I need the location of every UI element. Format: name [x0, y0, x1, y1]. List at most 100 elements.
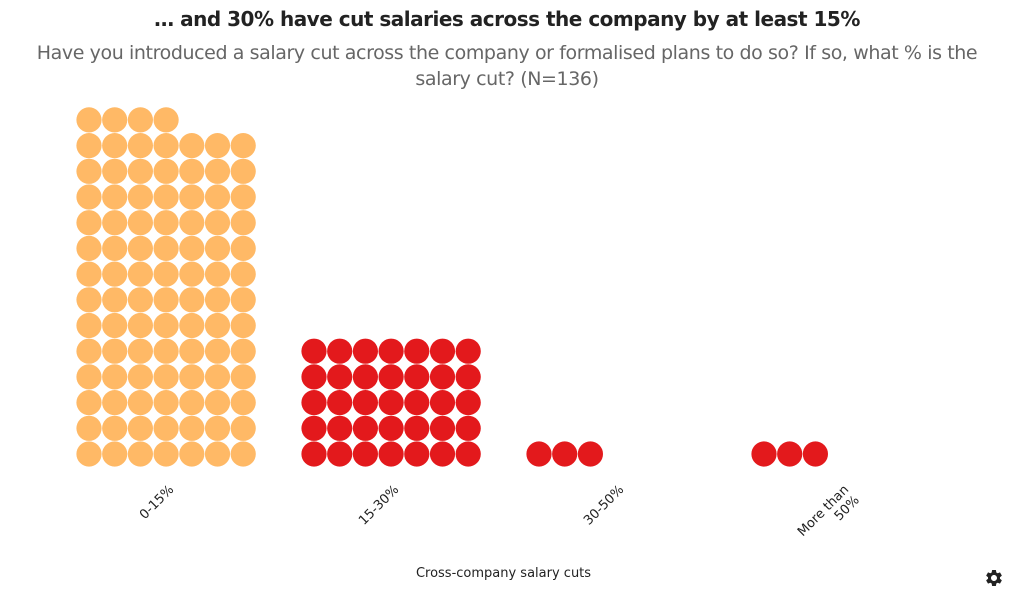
waffle-dot	[378, 415, 404, 441]
waffle-dot	[179, 133, 205, 159]
waffle-dot	[204, 210, 231, 236]
waffle-dot	[204, 261, 231, 287]
waffle-dot	[455, 415, 481, 441]
waffle-dot	[378, 390, 404, 416]
waffle-dot	[153, 107, 179, 133]
waffle-dot	[102, 235, 128, 261]
category-group	[76, 107, 256, 467]
waffle-dot	[301, 364, 327, 390]
waffle-dot	[455, 338, 481, 364]
waffle-dot	[153, 415, 179, 441]
category-group	[526, 441, 604, 467]
waffle-dot	[378, 364, 404, 390]
waffle-dot	[127, 312, 153, 339]
waffle-dot	[179, 338, 205, 364]
waffle-dot	[76, 107, 102, 133]
waffle-dot	[153, 158, 179, 184]
waffle-dot	[102, 184, 128, 210]
waffle-dot	[204, 287, 231, 313]
waffle-dot	[76, 287, 102, 313]
waffle-dot	[102, 312, 128, 339]
waffle-dot	[127, 441, 153, 467]
gear-icon[interactable]	[984, 568, 1004, 588]
waffle-dot	[102, 210, 128, 236]
category-group	[751, 441, 829, 467]
category-group	[301, 338, 481, 467]
waffle-dot	[404, 364, 430, 390]
waffle-dot	[230, 287, 256, 313]
waffle-dot	[230, 133, 256, 159]
waffle-dot	[153, 338, 179, 364]
waffle-dot	[230, 441, 256, 467]
waffle-dot	[153, 133, 179, 159]
waffle-dot	[777, 441, 803, 467]
category-label: 0-15%	[137, 482, 177, 522]
waffle-dot	[352, 338, 378, 364]
waffle-dot	[102, 338, 128, 364]
waffle-dot	[577, 441, 604, 467]
waffle-dot	[230, 390, 256, 416]
waffle-dot	[230, 158, 256, 184]
waffle-dot	[327, 441, 353, 467]
waffle-dot	[127, 107, 153, 133]
chart-title: … and 30% have cut salaries across the c…	[154, 7, 860, 31]
waffle-dot	[455, 364, 481, 390]
waffle-dot	[204, 133, 231, 159]
waffle-dot	[179, 210, 205, 236]
waffle-dot	[301, 390, 327, 416]
waffle-dot	[153, 261, 179, 287]
x-axis-label: Cross-company salary cuts	[415, 566, 592, 581]
waffle-dot	[102, 261, 128, 287]
waffle-dot	[102, 287, 128, 313]
waffle-dot	[230, 415, 256, 441]
waffle-dot	[76, 261, 102, 287]
waffle-dot	[153, 184, 179, 210]
waffle-dot	[76, 133, 102, 159]
category-label: 15-30%	[356, 482, 402, 528]
waffle-dot	[179, 184, 205, 210]
waffle-dot	[76, 184, 102, 210]
waffle-dot	[327, 364, 353, 390]
waffle-dot	[127, 390, 153, 416]
waffle-dot	[404, 441, 430, 467]
category-label: 30-50%	[581, 482, 627, 528]
waffle-dot	[204, 338, 231, 364]
waffle-dot	[352, 415, 378, 441]
waffle-dot	[76, 312, 102, 339]
waffle-dot	[204, 364, 231, 390]
waffle-dot	[179, 287, 205, 313]
waffle-dot	[204, 184, 231, 210]
waffle-dot	[179, 415, 205, 441]
waffle-dot	[230, 312, 256, 339]
waffle-dot	[127, 415, 153, 441]
waffle-dot	[127, 184, 153, 210]
waffle-dot	[76, 441, 102, 467]
waffle-dot	[127, 364, 153, 390]
waffle-dot	[127, 158, 153, 184]
waffle-dot	[102, 415, 128, 441]
waffle-dot	[301, 338, 327, 364]
waffle-dot	[102, 364, 128, 390]
waffle-dot	[102, 158, 128, 184]
waffle-dot	[76, 338, 102, 364]
chart-subtitle: Have you introduced a salary cut across …	[36, 42, 978, 90]
waffle-dot	[455, 390, 481, 416]
waffle-dot	[455, 441, 481, 467]
waffle-dot	[153, 235, 179, 261]
waffle-dot	[230, 364, 256, 390]
waffle-dot	[153, 287, 179, 313]
waffle-dot	[204, 390, 231, 416]
waffle-dot	[526, 441, 552, 467]
waffle-dot	[204, 415, 231, 441]
waffle-dot	[429, 415, 456, 441]
waffle-dot	[404, 390, 430, 416]
waffle-dot	[179, 364, 205, 390]
waffle-dot	[127, 287, 153, 313]
waffle-dot	[76, 158, 102, 184]
waffle-dot	[301, 415, 327, 441]
waffle-dot	[404, 338, 430, 364]
waffle-dot	[127, 235, 153, 261]
waffle-dot	[352, 390, 378, 416]
waffle-dot	[429, 390, 456, 416]
